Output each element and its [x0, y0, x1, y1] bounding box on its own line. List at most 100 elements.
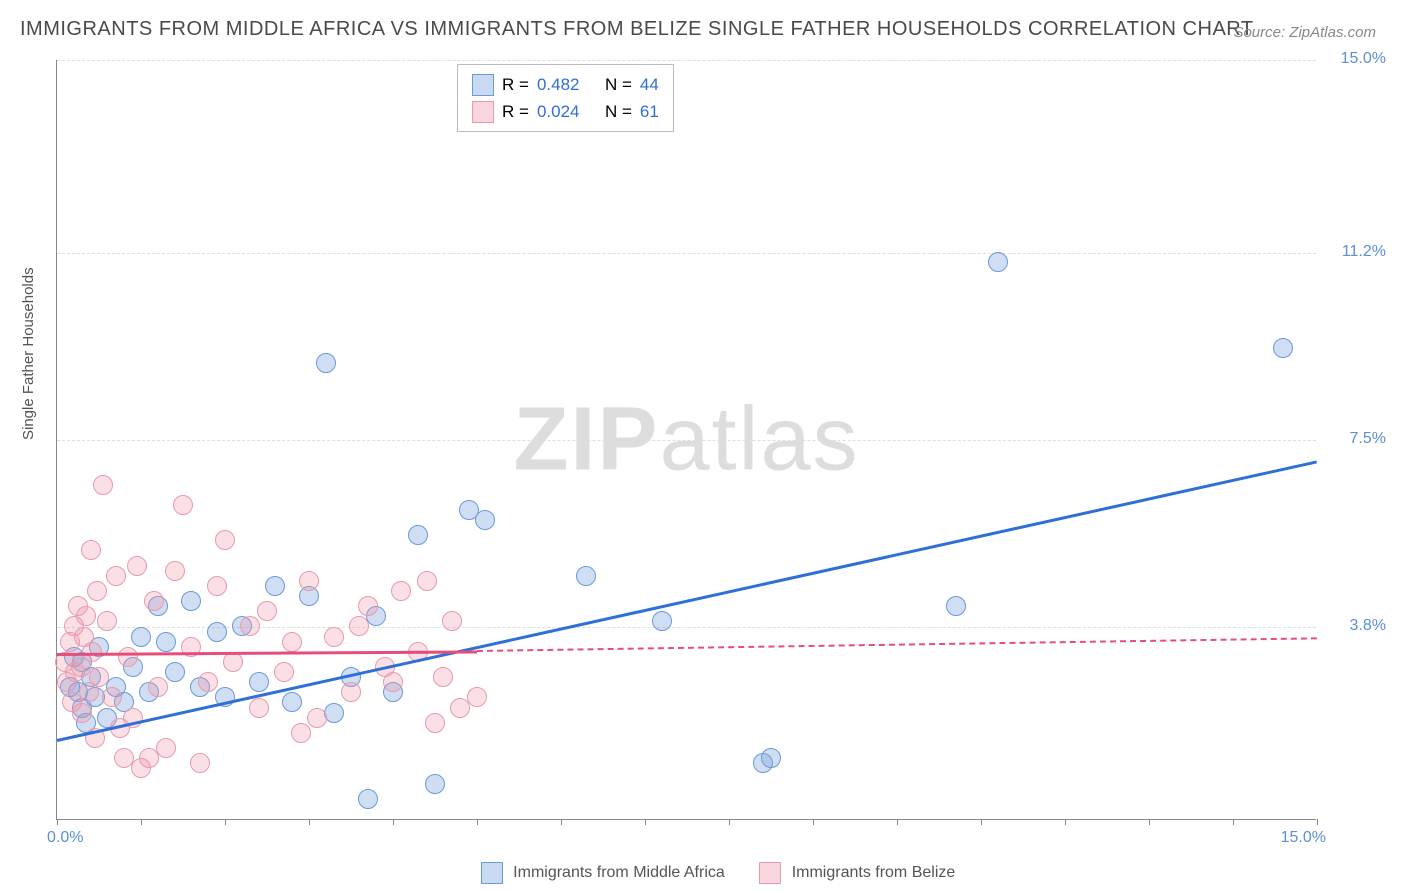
data-point: [102, 687, 122, 707]
data-point: [127, 556, 147, 576]
x-tick: [393, 819, 394, 825]
regression-line: [477, 638, 1317, 653]
data-point: [165, 561, 185, 581]
y-tick-label: 11.2%: [1326, 243, 1386, 261]
data-point: [87, 581, 107, 601]
data-point: [265, 576, 285, 596]
data-point: [249, 672, 269, 692]
x-tick: [309, 819, 310, 825]
x-tick: [225, 819, 226, 825]
data-point: [249, 698, 269, 718]
x-tick: [813, 819, 814, 825]
data-point: [425, 774, 445, 794]
data-point: [165, 662, 185, 682]
data-point: [946, 596, 966, 616]
data-point: [467, 687, 487, 707]
data-point: [383, 672, 403, 692]
stats-legend-box: R = 0.482 N = 44 R = 0.024 N = 61: [457, 64, 674, 132]
data-point: [652, 611, 672, 631]
x-tick: [1233, 819, 1234, 825]
data-point: [282, 632, 302, 652]
data-point: [417, 571, 437, 591]
data-point: [274, 662, 294, 682]
data-point: [190, 753, 210, 773]
swatch-pink-icon: [472, 101, 494, 123]
data-point: [349, 616, 369, 636]
stats-row-pink: R = 0.024 N = 61: [472, 98, 659, 125]
x-tick: [729, 819, 730, 825]
source-label: Source: ZipAtlas.com: [1233, 24, 1376, 41]
bottom-legend: Immigrants from Middle Africa Immigrants…: [0, 862, 1406, 884]
data-point: [761, 748, 781, 768]
gridline: [57, 440, 1316, 441]
n-value-blue: 44: [640, 71, 659, 98]
data-point: [106, 566, 126, 586]
data-point: [358, 789, 378, 809]
data-point: [144, 591, 164, 611]
gridline: [57, 253, 1316, 254]
data-point: [576, 566, 596, 586]
x-tick: [1317, 819, 1318, 825]
legend-label-blue: Immigrants from Middle Africa: [513, 864, 725, 881]
data-point: [207, 576, 227, 596]
data-point: [988, 252, 1008, 272]
r-label: R =: [502, 71, 529, 98]
n-label: N =: [605, 98, 632, 125]
x-tick: [141, 819, 142, 825]
data-point: [156, 738, 176, 758]
x-tick: [897, 819, 898, 825]
data-point: [72, 703, 92, 723]
data-point: [442, 611, 462, 631]
r-value-pink: 0.024: [537, 98, 580, 125]
legend-label-pink: Immigrants from Belize: [792, 864, 956, 881]
n-label: N =: [605, 71, 632, 98]
data-point: [148, 677, 168, 697]
data-point: [475, 510, 495, 530]
data-point: [341, 682, 361, 702]
data-point: [408, 525, 428, 545]
legend-swatch-pink-icon: [759, 862, 781, 884]
data-point: [425, 713, 445, 733]
data-point: [358, 596, 378, 616]
chart-title: IMMIGRANTS FROM MIDDLE AFRICA VS IMMIGRA…: [20, 18, 1254, 41]
x-tick: [1065, 819, 1066, 825]
regression-line: [57, 460, 1318, 741]
data-point: [1273, 338, 1293, 358]
x-tick: [561, 819, 562, 825]
data-point: [156, 632, 176, 652]
data-point: [215, 530, 235, 550]
data-point: [316, 353, 336, 373]
y-tick-label: 15.0%: [1326, 50, 1386, 68]
y-tick-label: 7.5%: [1326, 430, 1386, 448]
x-axis-min-label: 0.0%: [47, 829, 83, 847]
r-label: R =: [502, 98, 529, 125]
data-point: [291, 723, 311, 743]
y-tick-label: 3.8%: [1326, 617, 1386, 635]
x-axis-max-label: 15.0%: [1281, 829, 1326, 847]
x-tick: [645, 819, 646, 825]
data-point: [198, 672, 218, 692]
data-point: [181, 591, 201, 611]
data-point: [89, 667, 109, 687]
data-point: [240, 616, 260, 636]
stats-row-blue: R = 0.482 N = 44: [472, 71, 659, 98]
x-tick: [1149, 819, 1150, 825]
data-point: [433, 667, 453, 687]
data-point: [97, 611, 117, 631]
data-point: [307, 708, 327, 728]
data-point: [173, 495, 193, 515]
r-value-blue: 0.482: [537, 71, 580, 98]
swatch-blue-icon: [472, 74, 494, 96]
scatter-plot: ZIPatlas R = 0.482 N = 44 R = 0.024 N = …: [56, 60, 1316, 820]
data-point: [391, 581, 411, 601]
data-point: [81, 540, 101, 560]
x-tick: [981, 819, 982, 825]
data-point: [93, 475, 113, 495]
legend-swatch-blue-icon: [481, 862, 503, 884]
data-point: [118, 647, 138, 667]
gridline: [57, 60, 1316, 61]
n-value-pink: 61: [640, 98, 659, 125]
data-point: [257, 601, 277, 621]
data-point: [324, 627, 344, 647]
x-tick: [477, 819, 478, 825]
